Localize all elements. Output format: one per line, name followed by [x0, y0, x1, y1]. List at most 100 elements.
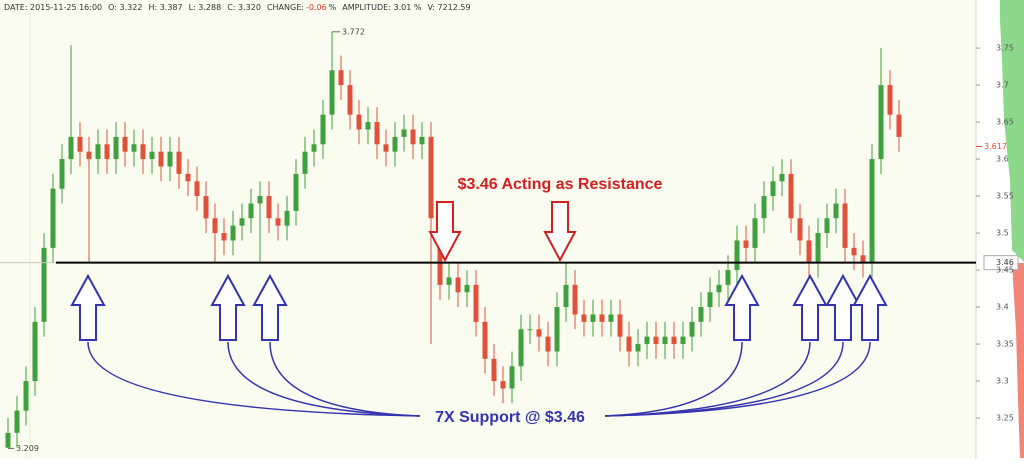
level-box [983, 255, 1019, 271]
candle-body [266, 196, 272, 219]
y-tick-label: 3.4 [996, 303, 1009, 312]
candle-body [149, 151, 155, 160]
min-label: 3.209 [16, 444, 39, 453]
header-field: V: 7212.59 [427, 3, 470, 12]
candle-body [887, 85, 893, 115]
support-curve [269, 341, 421, 417]
candle-body [338, 70, 344, 86]
candle-body [392, 136, 398, 152]
candle-body [482, 321, 488, 359]
candle-body [671, 336, 677, 345]
candle-body [680, 336, 686, 345]
max-label: 3.772 [342, 27, 365, 36]
candle-body [446, 277, 452, 285]
candle-body [743, 240, 749, 248]
candle-body [347, 85, 353, 115]
candle-body [536, 329, 542, 337]
candle-body [509, 366, 515, 389]
candle-body [779, 173, 785, 182]
candle-body [644, 336, 650, 345]
candle-body [707, 292, 713, 308]
candle-body [878, 85, 884, 160]
candle-body [113, 136, 119, 160]
candle-body [842, 203, 848, 248]
candle-body [428, 136, 434, 219]
header-field: DATE: 2015-11-25 16:00 [4, 3, 102, 12]
candle-body [581, 314, 587, 322]
candle-body [752, 218, 758, 248]
candle-body [311, 144, 317, 152]
support-curve [87, 341, 421, 417]
candle-body [275, 218, 281, 226]
candle-body [221, 233, 227, 241]
candle-body [473, 284, 479, 322]
candle-body [77, 136, 83, 152]
support-arrow [70, 273, 106, 341]
candle-body [563, 284, 569, 308]
level-label: 3.46 [996, 258, 1014, 267]
y-tick-label: 3.75 [996, 44, 1014, 53]
support-arrow [210, 273, 246, 341]
ask-depth [1012, 263, 1024, 458]
candle-body [626, 336, 632, 352]
support-curve [604, 341, 743, 417]
candle-body [824, 218, 830, 234]
candle-body [41, 247, 47, 322]
support-text: 7X Support @ $3.46 [435, 409, 585, 426]
candle-body [896, 114, 902, 137]
candle-body [770, 181, 776, 197]
candle-body [365, 122, 371, 130]
last-price-label: 3.617 [984, 142, 1007, 151]
candle-body [518, 329, 524, 367]
header-field: AMPLITUDE: 3.01 % [342, 3, 422, 12]
candle-body [158, 151, 164, 167]
y-tick-label: 3.7 [996, 81, 1009, 90]
candle-body [734, 240, 740, 271]
annotations: 3.772 3.209 3.46 3.617 $3.46 Acting as Resis… [0, 27, 1019, 453]
candle-body [5, 432, 11, 448]
candle-body [527, 329, 533, 331]
y-tick-label: 3.3 [996, 377, 1009, 386]
header-field: CHANGE: [267, 3, 304, 12]
header-field: H: 3.387 [148, 3, 182, 12]
candle-body [464, 284, 470, 293]
candle-body [572, 284, 578, 315]
candle-body [293, 173, 299, 211]
candle-body [68, 136, 74, 160]
candle-body [662, 336, 668, 345]
candle-body [545, 336, 551, 352]
candle-body [761, 196, 767, 219]
y-tick-label: 3.45 [996, 266, 1014, 275]
candle-body [257, 196, 263, 204]
candle-body [554, 307, 560, 352]
candle-body [320, 114, 326, 145]
header-field: % [329, 3, 337, 12]
support-curve [227, 341, 421, 417]
candle-body [140, 144, 146, 160]
support-arrow [252, 273, 288, 341]
candle-body [590, 314, 596, 322]
candle-body [689, 321, 695, 337]
support-arrow [792, 273, 828, 341]
candle-body [860, 255, 866, 263]
candle-body [698, 307, 704, 322]
candle-body [608, 314, 614, 322]
candle-body [374, 122, 380, 145]
header-field: -0.06 [306, 3, 327, 12]
candle-body [725, 270, 731, 285]
candle-body [635, 344, 641, 352]
header-field: L: 3.288 [189, 3, 222, 12]
candle-body [815, 233, 821, 263]
resistance-text: $3.46 Acting as Resistance [458, 176, 663, 193]
candle-body [230, 225, 236, 241]
candle-body [50, 188, 56, 248]
candle-body [491, 358, 497, 382]
header-field: O: 3.322 [108, 3, 142, 12]
support-arrow [852, 273, 888, 341]
y-tick-label: 3.6 [996, 155, 1009, 164]
candle-body [185, 173, 191, 182]
candle-body [383, 144, 389, 152]
candle-body [716, 284, 722, 293]
candle-body [23, 381, 29, 411]
